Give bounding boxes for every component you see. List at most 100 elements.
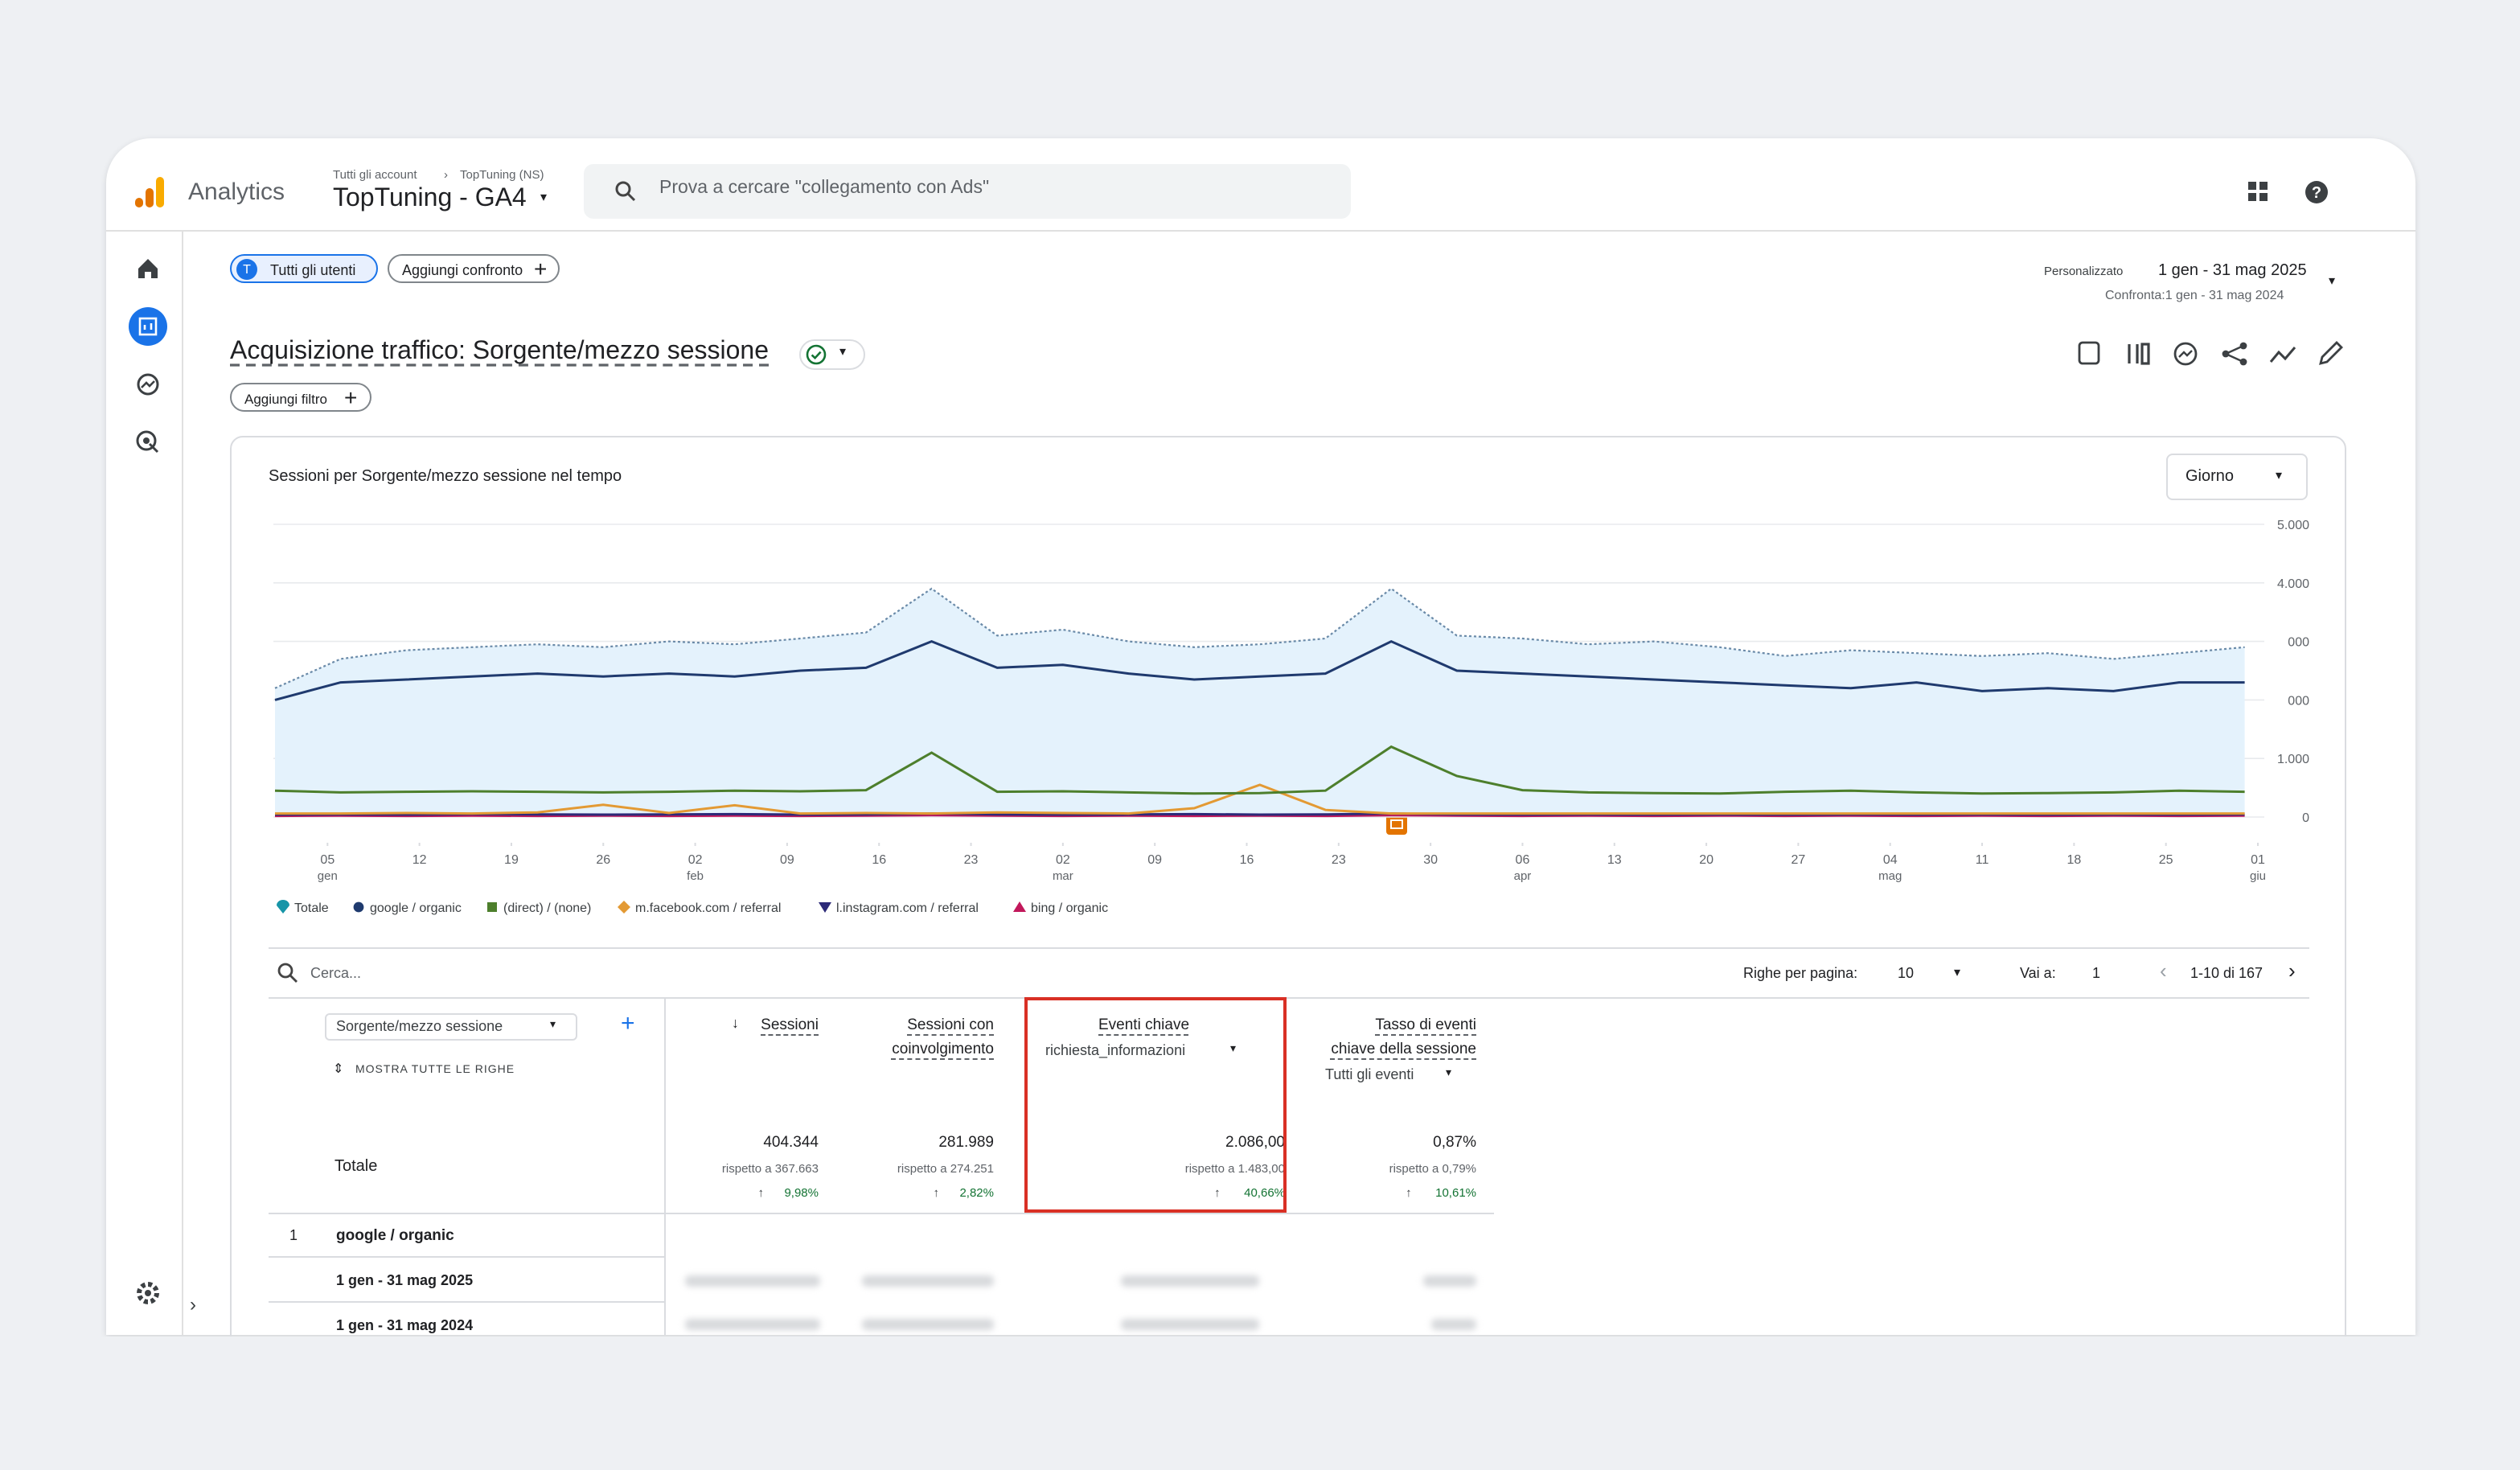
goto-label: Vai a: [2020,965,2056,981]
row-line [269,1213,1494,1214]
column-header[interactable]: Sessioni [761,1016,819,1034]
property-selector[interactable]: TopTuning - GA4 [333,185,527,212]
x-tick-label: 11 [1976,853,1989,867]
x-tick-label: 09 [1147,853,1162,867]
x-tick-month: mag [1878,869,1902,883]
x-tick-label: 16 [1240,853,1254,867]
event-select[interactable]: Tutti gli eventi [1325,1066,1414,1082]
column-header[interactable]: coinvolgimento [892,1041,994,1058]
plus-icon: + [534,256,548,281]
column-header[interactable]: Eventi chiave [1098,1016,1190,1034]
x-tick-label: 23 [1332,853,1346,867]
change-arrow: ↑ [933,1185,940,1200]
total-compare: rispetto a 1.483,00 [1184,1161,1285,1176]
row-index: 1 [289,1227,298,1243]
status-chip[interactable] [799,339,865,370]
x-tick-label: 09 [780,853,794,867]
select-arrow: ▾ [1446,1068,1452,1079]
breadcrumb[interactable]: Tutti gli account [333,167,417,182]
total-compare: rispetto a 274.251 [897,1161,994,1176]
x-tick-label: 25 [2159,853,2173,867]
x-tick-label: 20 [1699,853,1714,867]
x-tick-month: mar [1053,869,1073,883]
x-tick-label: 05 [320,853,334,867]
report-title: Acquisizione traffico: Sorgente/mezzo se… [230,338,769,365]
x-tick-label: 01 [2251,853,2265,867]
total-value: 2.086,00 [1225,1134,1285,1152]
change-arrow: ↑ [1406,1185,1412,1200]
select-arrow: ▾ [2276,468,2283,482]
y-tick-label: 5.000 [2277,519,2309,532]
show-all-rows[interactable]: MOSTRA TUTTE LE RIGHE [355,1065,515,1076]
dropdown-arrow: ▾ [540,190,548,204]
select-arrow: ▾ [1230,1044,1237,1055]
nav-expand[interactable]: › [190,1293,196,1316]
add-dimension[interactable]: + [621,1010,635,1037]
blurred-cell [862,1275,994,1287]
sort-arrow: ↓ [732,1015,739,1031]
rows-dropdown: ▾ [1954,965,1961,979]
granularity-select[interactable]: Giorno [2166,454,2308,500]
y-tick-label: 000 [2288,694,2309,708]
blurred-cell [1121,1319,1259,1330]
compare-range: Confronta:1 gen - 31 mag 2024 [2105,288,2284,302]
goto-input[interactable]: 1 [2092,965,2101,981]
x-tick-label: 30 [1423,853,1438,867]
breadcrumb[interactable]: TopTuning (NS) [460,167,544,182]
nav-divider [182,230,183,1335]
column-header[interactable]: chiave della sessione [1331,1041,1476,1058]
help-icon[interactable]: ? [2305,180,2329,204]
row-dimension[interactable]: google / organic [336,1227,454,1245]
column-header[interactable]: Sessioni con [907,1016,994,1034]
rows-per-page[interactable]: 10 [1898,965,1915,981]
dimension-select[interactable]: Sorgente/mezzo sessione [325,1013,577,1041]
legend-marker [618,901,630,914]
nav-advertising[interactable] [135,429,161,455]
event-select[interactable]: richiesta_informazioni [1045,1042,1186,1058]
x-tick-month: feb [687,869,704,883]
search-icon [615,181,636,202]
x-tick-label: 19 [504,853,519,867]
annotation-marker[interactable] [1386,814,1407,835]
search-box[interactable] [584,164,1351,219]
y-tick-label: 1.000 [2277,753,2309,766]
y-tick-label: 4.000 [2277,577,2309,591]
header-divider [106,230,2415,232]
legend-marker [277,900,289,914]
legend-label: l.instagram.com / referral [836,901,979,915]
legend-marker [353,901,364,913]
nav-reports[interactable] [127,306,169,347]
series-area [275,589,2245,817]
prev-page[interactable]: ‹ [2160,959,2167,983]
blurred-cell [862,1319,994,1330]
total-change: 2,82% [959,1185,994,1200]
table-search-icon [277,963,298,983]
page-bottom [0,1337,2520,1470]
add-comparison-chip[interactable]: Aggiungi confronto [388,254,560,283]
add-filter-chip[interactable]: Aggiungi filtro [230,383,371,412]
legend-marker [487,902,497,912]
date-dropdown[interactable]: ▾ [2329,273,2336,288]
rows-per-page-label: Righe per pagina: [1743,965,1858,981]
apps-icon[interactable] [2247,180,2271,204]
nav-explore[interactable] [135,372,161,397]
column-header[interactable]: Tasso di eventi [1375,1016,1476,1034]
select-arrow: ▾ [550,1020,556,1031]
date-range[interactable]: 1 gen - 31 mag 2025 [2158,262,2307,280]
nav-home[interactable] [135,256,161,281]
row-period: 1 gen - 31 mag 2025 [336,1272,474,1288]
total-compare: rispetto a 0,79% [1389,1161,1476,1176]
table-search[interactable]: Cerca... [310,965,362,981]
total-change: 9,98% [784,1185,819,1200]
next-page[interactable]: › [2288,959,2296,983]
report-toolbar[interactable] [2075,339,2345,368]
y-tick-label: 0 [2302,811,2309,825]
series-line [275,783,2245,815]
change-arrow: ↑ [1214,1185,1221,1200]
x-tick-label: 23 [964,853,979,867]
total-value: 0,87% [1433,1134,1476,1152]
nav-settings[interactable] [135,1280,161,1306]
x-tick-label: 13 [1607,853,1622,867]
